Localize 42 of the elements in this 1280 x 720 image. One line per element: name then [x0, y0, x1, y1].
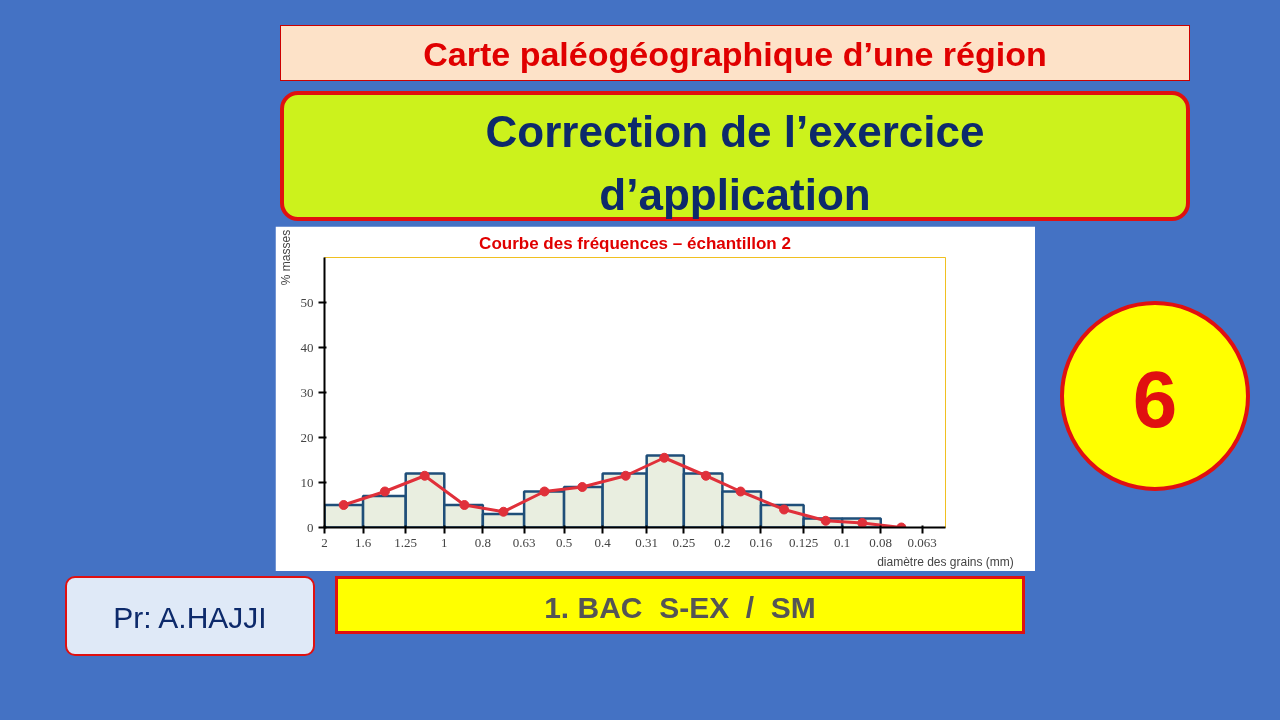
- x-tick-label: 1: [441, 534, 448, 550]
- text: Pr: A.HAJJI: [113, 600, 267, 636]
- y-tick-label: 0: [307, 519, 314, 535]
- point: [577, 482, 588, 492]
- y-tick-label: 40: [300, 339, 314, 355]
- text: 6: [1132, 354, 1178, 446]
- x-tick-label: 1.6: [354, 534, 372, 550]
- y-tick-label: 30: [300, 384, 314, 400]
- point: [779, 504, 790, 515]
- text: Carte paléogéographique d’une région: [423, 34, 1047, 75]
- x-tick-label: 0.1: [834, 534, 851, 550]
- point: [379, 486, 390, 497]
- x-tick-label: 0.5: [555, 534, 573, 550]
- y-tick-label: 10: [300, 474, 314, 490]
- x-tick-label: 0.31: [635, 534, 659, 550]
- x-tick-label: 0.125: [789, 534, 819, 550]
- x-tick-label: 0.08: [869, 534, 893, 550]
- x-tick-label: 0.63: [512, 534, 536, 550]
- text: Correction de l’exercice d’application: [484, 106, 986, 221]
- point: [620, 470, 631, 481]
- point: [820, 515, 831, 526]
- x-axis-title: diamètre des grains (mm): [877, 554, 1014, 569]
- y-tick-label: 50: [300, 294, 314, 310]
- point: [338, 500, 349, 510]
- y-axis-title: % masses: [278, 229, 293, 286]
- point: [659, 452, 670, 463]
- x-tick-label: 0.8: [474, 534, 491, 550]
- point: [419, 470, 430, 481]
- point: [459, 500, 470, 510]
- point: [700, 470, 711, 481]
- x-tick-label: 2: [321, 534, 328, 550]
- point: [498, 506, 509, 517]
- x-tick-label: 0.25: [672, 534, 696, 550]
- point: [539, 486, 550, 497]
- x-tick-label: 0.4: [594, 534, 612, 550]
- x-tick-label: 0.16: [749, 534, 773, 550]
- x-tick-label: 0.2: [714, 534, 731, 550]
- y-tick-label: 20: [300, 429, 314, 445]
- chart-title: Courbe des fréquences – échantillon 2: [479, 233, 791, 253]
- text: 1. BAC S-EX / SM: [544, 590, 816, 626]
- x-tick-label: 1.25: [394, 534, 418, 550]
- x-tick-label: 0.063: [907, 534, 937, 550]
